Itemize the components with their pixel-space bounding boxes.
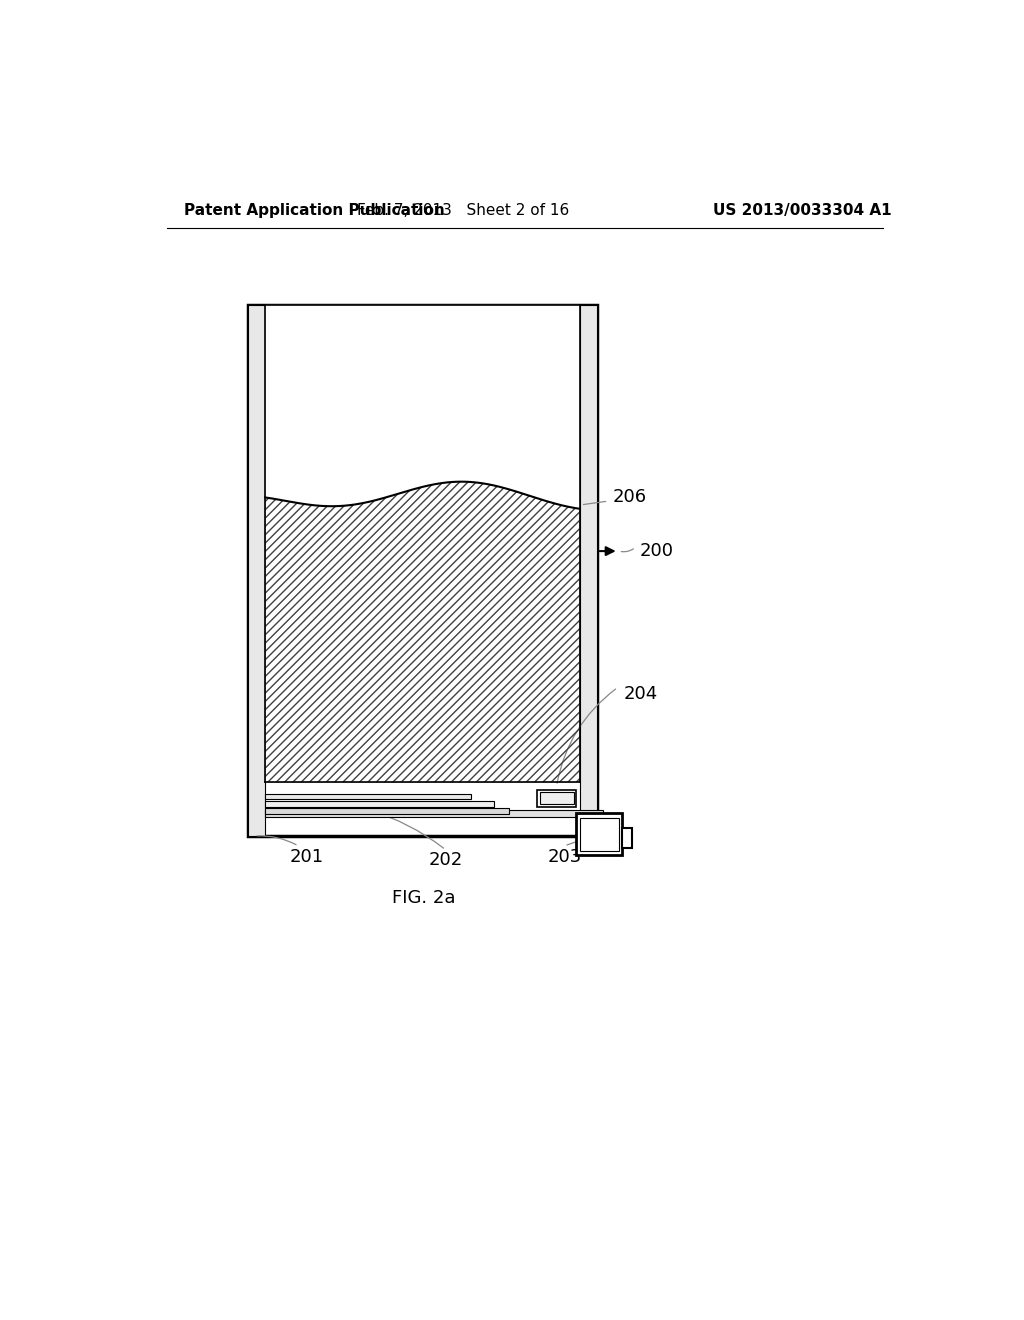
Bar (580, 817, 618, 850)
Text: 202: 202 (429, 851, 463, 870)
Bar (265, 795, 471, 799)
Text: 203: 203 (547, 847, 582, 866)
Bar (623, 829, 632, 847)
Bar (265, 800, 494, 807)
Text: 201: 201 (289, 847, 324, 866)
Text: 200: 200 (640, 543, 674, 560)
Text: US 2013/0033304 A1: US 2013/0033304 A1 (713, 203, 892, 218)
Bar (248, 305, 597, 836)
Text: FIG. 2a: FIG. 2a (392, 888, 456, 907)
Text: 204: 204 (624, 685, 658, 702)
Bar (265, 808, 509, 814)
Bar (265, 810, 603, 817)
Polygon shape (265, 305, 580, 508)
Bar (575, 813, 623, 855)
Bar (248, 305, 265, 836)
Bar (540, 792, 573, 804)
Bar (580, 305, 597, 836)
Bar (538, 789, 575, 807)
Text: 206: 206 (612, 488, 646, 506)
Polygon shape (265, 482, 580, 781)
Text: Feb. 7, 2013   Sheet 2 of 16: Feb. 7, 2013 Sheet 2 of 16 (356, 203, 569, 218)
Text: Patent Application Publication: Patent Application Publication (183, 203, 444, 218)
